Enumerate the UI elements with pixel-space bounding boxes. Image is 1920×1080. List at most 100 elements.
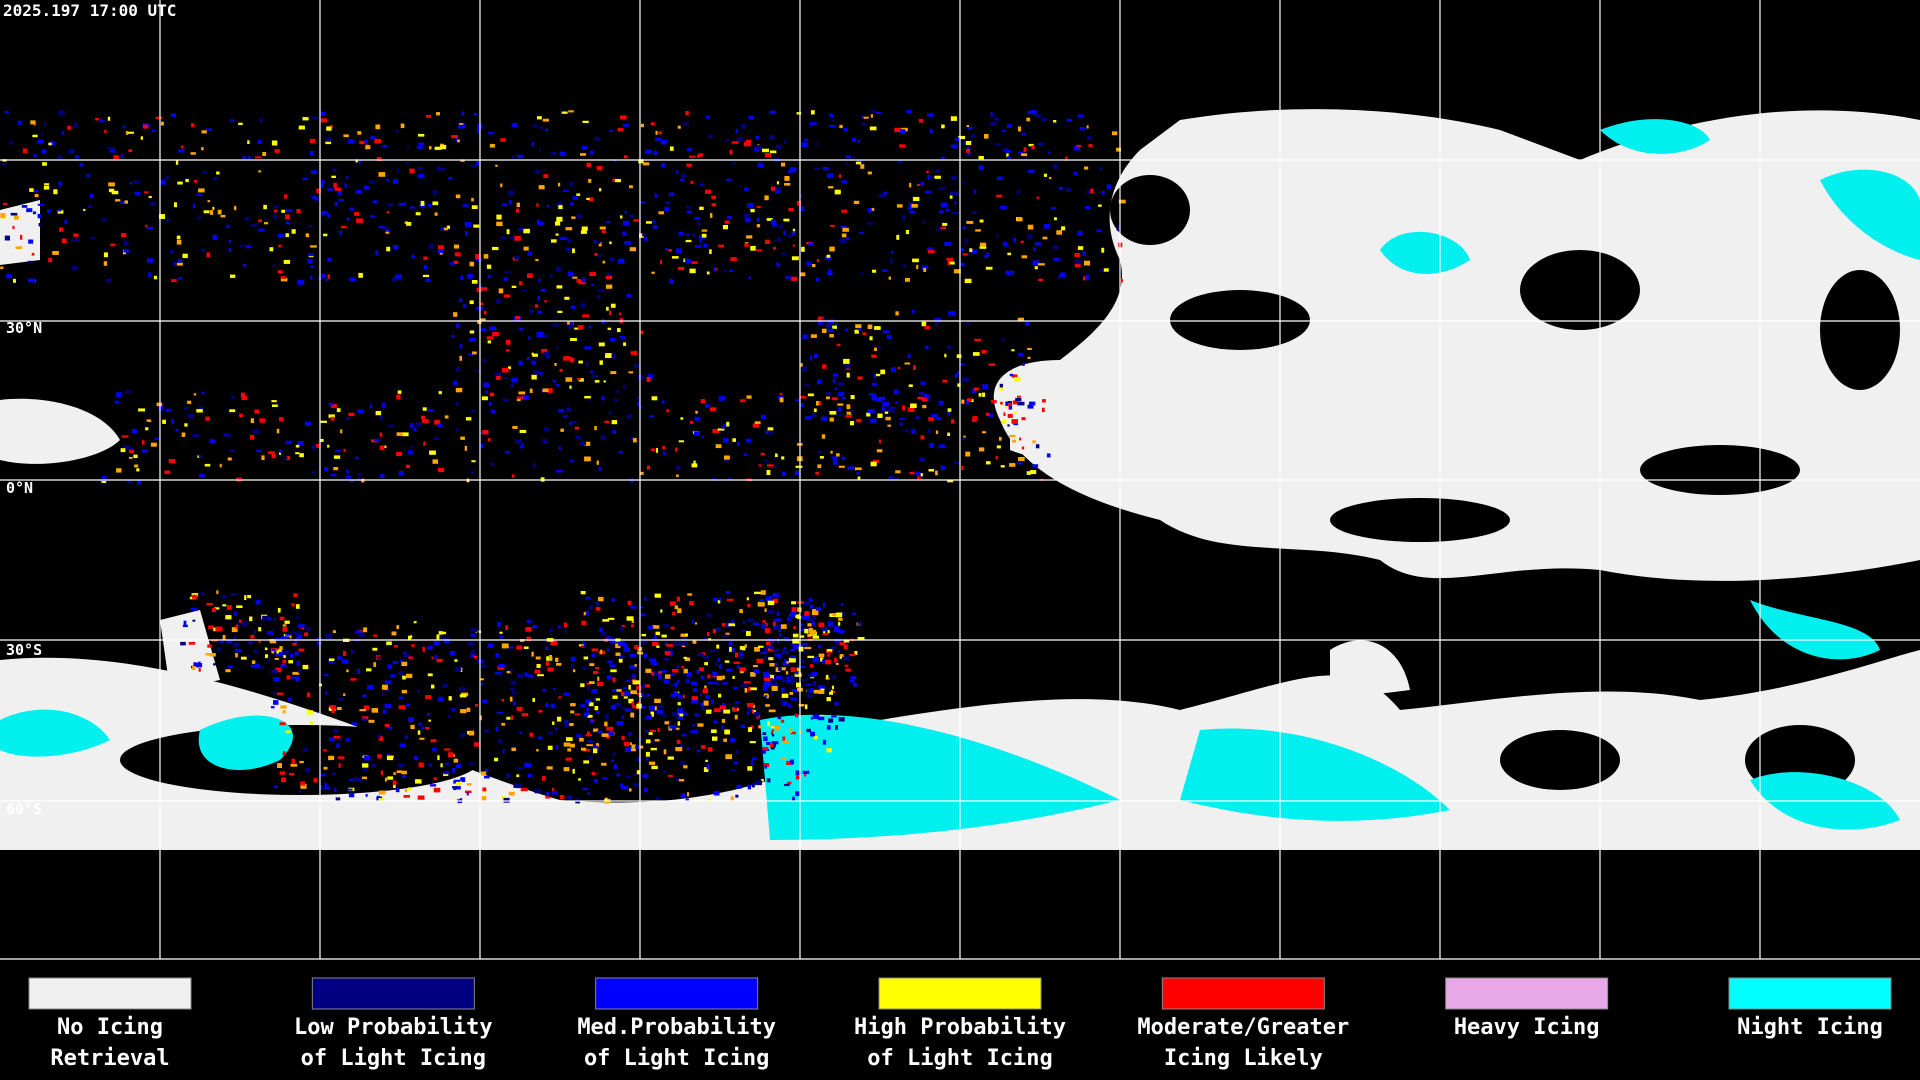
speckle: [1007, 124, 1012, 128]
speckle: [1084, 166, 1089, 170]
speckle: [784, 176, 790, 181]
speckle: [377, 733, 381, 739]
speckle: [918, 118, 924, 123]
speckle: [290, 763, 298, 767]
speckle: [645, 730, 648, 733]
speckle: [381, 684, 388, 690]
speckle: [28, 239, 34, 244]
speckle: [874, 347, 877, 351]
speckle: [516, 208, 520, 213]
speckle: [483, 382, 490, 388]
speckle: [79, 163, 84, 167]
speckle: [341, 659, 349, 664]
speckle: [984, 255, 989, 259]
speckle: [818, 685, 821, 689]
speckle: [540, 126, 543, 130]
speckle: [121, 435, 129, 438]
speckle: [582, 314, 590, 318]
speckle: [449, 262, 455, 266]
speckle: [264, 647, 268, 651]
speckle: [141, 449, 148, 453]
speckle: [567, 271, 574, 277]
speckle: [578, 280, 586, 285]
speckle: [786, 234, 792, 237]
speckle: [995, 456, 999, 460]
speckle: [961, 465, 964, 471]
speckle: [641, 684, 646, 689]
speckle: [464, 222, 472, 227]
speckle: [883, 191, 888, 195]
speckle: [640, 705, 646, 709]
speckle: [362, 694, 367, 698]
speckle: [829, 113, 834, 118]
speckle: [767, 427, 774, 431]
speckle: [812, 635, 820, 639]
speckle: [779, 397, 784, 403]
speckle: [813, 681, 816, 685]
speckle: [571, 663, 574, 668]
speckle: [1016, 190, 1021, 194]
speckle: [330, 473, 337, 477]
speckle: [550, 151, 557, 155]
speckle: [285, 440, 292, 444]
speckle: [328, 755, 335, 761]
speckle: [834, 657, 837, 663]
speckle: [756, 658, 764, 663]
speckle: [979, 246, 987, 249]
speckle: [920, 381, 926, 385]
speckle: [307, 258, 313, 264]
speckle: [500, 138, 506, 142]
speckle: [928, 469, 935, 472]
speckle: [481, 396, 488, 401]
speckle: [753, 669, 760, 673]
speckle: [810, 731, 815, 737]
speckle: [804, 384, 810, 387]
speckle: [784, 783, 790, 787]
speckle: [850, 676, 857, 679]
speckle: [201, 147, 204, 151]
speckle: [362, 766, 368, 772]
speckle: [764, 677, 771, 681]
speckle: [209, 653, 216, 657]
speckle: [120, 154, 123, 159]
speckle: [311, 471, 316, 474]
speckle: [655, 631, 661, 636]
timestamp: 2025.197 17:00 UTC: [3, 1, 176, 20]
speckle: [792, 228, 796, 233]
speckle: [208, 625, 215, 629]
speckle: [790, 697, 798, 701]
speckle: [655, 130, 658, 135]
speckle: [762, 620, 766, 623]
night-icing-area: [1380, 231, 1470, 274]
speckle: [838, 717, 845, 722]
speckle: [663, 679, 670, 684]
speckle: [589, 605, 593, 610]
speckle: [860, 272, 863, 275]
speckle: [930, 175, 933, 179]
speckle: [222, 635, 226, 640]
speckle: [321, 273, 325, 279]
speckle: [1005, 149, 1012, 153]
speckle: [147, 258, 153, 263]
speckle: [34, 194, 39, 198]
speckle: [333, 467, 339, 471]
speckle: [516, 396, 524, 399]
speckle: [854, 329, 859, 334]
speckle: [259, 118, 263, 123]
speckle: [735, 794, 739, 798]
speckle: [675, 727, 680, 730]
speckle: [593, 728, 599, 732]
speckle: [789, 167, 797, 173]
speckle: [818, 451, 823, 454]
speckle: [379, 445, 385, 451]
speckle: [43, 185, 50, 190]
speckle: [528, 336, 531, 340]
speckle: [830, 450, 833, 454]
speckle: [770, 674, 774, 679]
night-icing-area: [1820, 169, 1920, 260]
speckle: [531, 142, 535, 147]
speckle: [582, 120, 589, 123]
speckle: [730, 769, 737, 772]
speckle: [798, 704, 805, 707]
speckle: [654, 706, 657, 711]
